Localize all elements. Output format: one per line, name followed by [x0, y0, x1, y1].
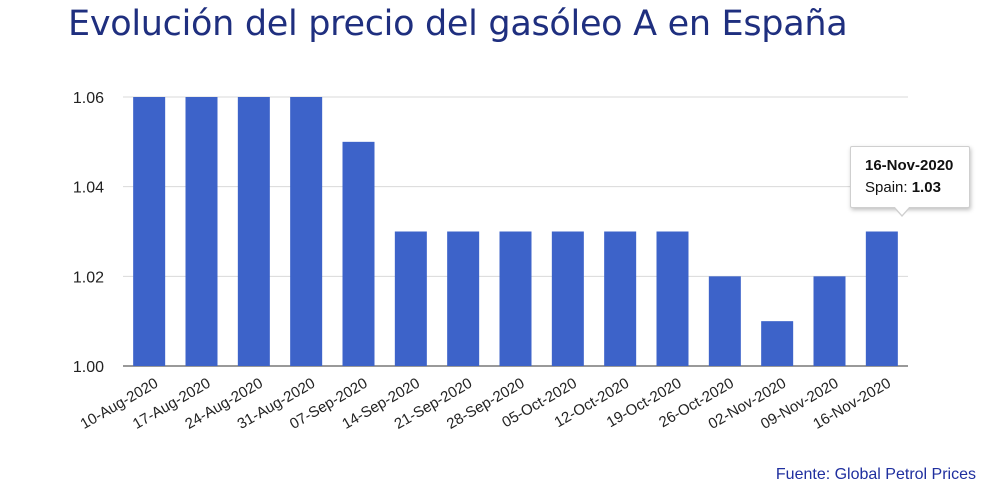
bar[interactable]	[133, 97, 166, 366]
bar[interactable]	[656, 231, 689, 367]
bars	[133, 97, 898, 366]
tooltip-series-row: Spain: 1.03	[865, 177, 969, 199]
y-tick-label: 1.04	[73, 180, 104, 197]
tooltip-series-label: Spain:	[865, 179, 908, 196]
bar[interactable]	[290, 97, 323, 366]
bar[interactable]	[708, 276, 741, 366]
x-axis-tick-labels: 10-Aug-202017-Aug-202024-Aug-202031-Aug-…	[78, 375, 894, 433]
bar[interactable]	[499, 231, 532, 367]
bar[interactable]	[604, 231, 637, 367]
bar[interactable]	[237, 97, 270, 366]
bar[interactable]	[551, 231, 584, 367]
data-tooltip: 16-Nov-2020 Spain: 1.03	[850, 146, 970, 208]
bar[interactable]	[394, 231, 427, 367]
bar[interactable]	[447, 231, 480, 367]
tooltip-value: 1.03	[911, 179, 941, 196]
y-tick-label: 1.06	[73, 90, 104, 107]
source-note: Fuente: Global Petrol Prices	[775, 466, 976, 483]
bar[interactable]	[342, 141, 375, 366]
bar[interactable]	[761, 321, 794, 366]
bar[interactable]	[865, 231, 898, 367]
bar[interactable]	[185, 97, 218, 366]
tooltip-date: 16-Nov-2020	[865, 157, 954, 174]
chart-title: Evolución del precio del gasóleo A en Es…	[68, 4, 848, 44]
tooltip-pointer-fill	[894, 206, 910, 215]
y-tick-label: 1.00	[73, 359, 104, 376]
y-tick-label: 1.02	[73, 269, 104, 286]
bar[interactable]	[813, 276, 846, 366]
y-axis-tick-labels: 1.00 1.02 1.04 1.06	[73, 90, 104, 376]
